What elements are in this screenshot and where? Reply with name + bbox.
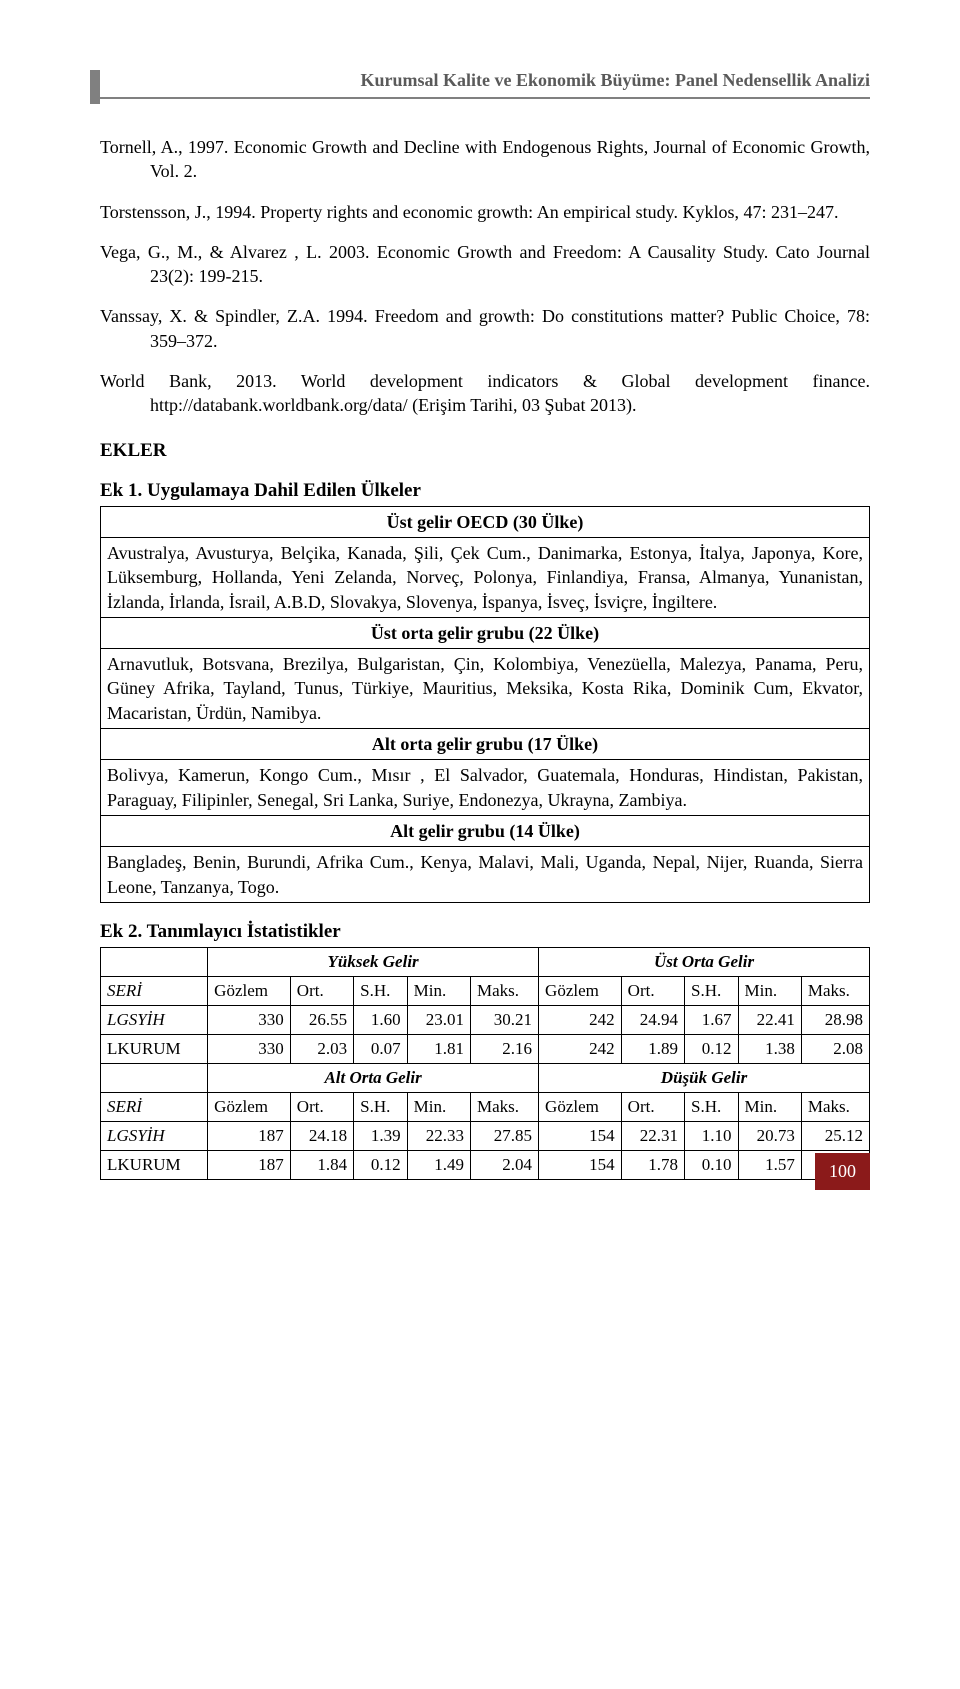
table-cell: 1.39	[354, 1121, 407, 1150]
table-cell: 1.78	[621, 1150, 684, 1179]
col-label: SERİ	[101, 1092, 208, 1121]
table-cell: 20.73	[738, 1121, 801, 1150]
table-cell: 25.12	[801, 1121, 869, 1150]
col-label: S.H.	[685, 1092, 738, 1121]
header-accent-bar	[90, 70, 100, 104]
table-cell: 2.08	[801, 1034, 869, 1063]
table-cell: 242	[539, 1034, 622, 1063]
table-cell: 2.04	[471, 1150, 539, 1179]
table-cell: 1.89	[621, 1034, 684, 1063]
table-cell: 330	[208, 1034, 291, 1063]
col-label: Gözlem	[539, 976, 622, 1005]
reference-item: Torstensson, J., 1994. Property rights a…	[100, 200, 870, 224]
col-label: S.H.	[354, 1092, 407, 1121]
table-cell: 0.12	[685, 1034, 738, 1063]
col-label: Ort.	[290, 1092, 353, 1121]
table-cell: 187	[208, 1121, 291, 1150]
row-label: LKURUM	[101, 1034, 208, 1063]
col-label: Maks.	[801, 1092, 869, 1121]
country-group-body: Avustralya, Avusturya, Belçika, Kanada, …	[101, 537, 870, 617]
reference-item: Vanssay, X. & Spindler, Z.A. 1994. Freed…	[100, 304, 870, 353]
table-cell: 1.10	[685, 1121, 738, 1150]
table-cell: 28.98	[801, 1005, 869, 1034]
country-group-body: Arnavutluk, Botsvana, Brezilya, Bulgaris…	[101, 649, 870, 729]
countries-table: Üst gelir OECD (30 Ülke) Avustralya, Avu…	[100, 506, 870, 903]
table-cell: 1.60	[354, 1005, 407, 1034]
table-cell: 22.41	[738, 1005, 801, 1034]
group-header: Üst Orta Gelir	[539, 947, 870, 976]
row-label: LGSYİH	[101, 1005, 208, 1034]
table-cell: 0.07	[354, 1034, 407, 1063]
group-header: Yüksek Gelir	[208, 947, 539, 976]
country-group-body: Bangladeş, Benin, Burundi, Afrika Cum., …	[101, 847, 870, 903]
row-label: LKURUM	[101, 1150, 208, 1179]
col-label: Min.	[407, 1092, 470, 1121]
ek1-title: Ek 1. Uygulamaya Dahil Edilen Ülkeler	[100, 480, 870, 502]
table-cell: 242	[539, 1005, 622, 1034]
reference-item: Vega, G., M., & Alvarez , L. 2003. Econo…	[100, 240, 870, 289]
table-cell: 26.55	[290, 1005, 353, 1034]
col-label: Gözlem	[208, 976, 291, 1005]
col-label: Maks.	[471, 1092, 539, 1121]
group-header: Düşük Gelir	[539, 1063, 870, 1092]
table-cell: 1.81	[407, 1034, 470, 1063]
col-label: Ort.	[621, 1092, 684, 1121]
col-label: Gözlem	[539, 1092, 622, 1121]
table-cell: 1.38	[738, 1034, 801, 1063]
country-group-head: Alt gelir grubu (14 Ülke)	[101, 815, 870, 846]
col-label: Gözlem	[208, 1092, 291, 1121]
table-cell: 24.94	[621, 1005, 684, 1034]
col-label: S.H.	[685, 976, 738, 1005]
stats-table: Yüksek Gelir Üst Orta Gelir SERİ Gözlem …	[100, 947, 870, 1180]
col-label: SERİ	[101, 976, 208, 1005]
empty-cell	[101, 1063, 208, 1092]
table-cell: 2.03	[290, 1034, 353, 1063]
country-group-head: Üst gelir OECD (30 Ülke)	[101, 506, 870, 537]
table-cell: 154	[539, 1121, 622, 1150]
table-cell: 1.67	[685, 1005, 738, 1034]
table-cell: 187	[208, 1150, 291, 1179]
table-cell: 2.16	[471, 1034, 539, 1063]
table-cell: 154	[539, 1150, 622, 1179]
appendix-heading: EKLER	[100, 440, 870, 462]
group-header: Alt Orta Gelir	[208, 1063, 539, 1092]
table-cell: 23.01	[407, 1005, 470, 1034]
reference-item: World Bank, 2013. World development indi…	[100, 369, 870, 418]
table-cell: 22.31	[621, 1121, 684, 1150]
table-cell: 0.10	[685, 1150, 738, 1179]
row-label: LGSYİH	[101, 1121, 208, 1150]
empty-cell	[101, 947, 208, 976]
table-cell: 1.49	[407, 1150, 470, 1179]
table-cell: 24.18	[290, 1121, 353, 1150]
references-block: Tornell, A., 1997. Economic Growth and D…	[100, 135, 870, 418]
country-group-head: Alt orta gelir grubu (17 Ülke)	[101, 729, 870, 760]
running-header: Kurumsal Kalite ve Ekonomik Büyüme: Pane…	[100, 70, 870, 99]
table-cell: 330	[208, 1005, 291, 1034]
col-label: Min.	[738, 976, 801, 1005]
col-label: Maks.	[471, 976, 539, 1005]
table-cell: 27.85	[471, 1121, 539, 1150]
country-group-body: Bolivya, Kamerun, Kongo Cum., Mısır , El…	[101, 760, 870, 816]
table-cell: 1.84	[290, 1150, 353, 1179]
col-label: Min.	[738, 1092, 801, 1121]
col-label: Min.	[407, 976, 470, 1005]
country-group-head: Üst orta gelir grubu (22 Ülke)	[101, 617, 870, 648]
col-label: Maks.	[801, 976, 869, 1005]
page-number: 100	[815, 1153, 870, 1190]
reference-item: Tornell, A., 1997. Economic Growth and D…	[100, 135, 870, 184]
table-cell: 1.57	[738, 1150, 801, 1179]
table-cell: 22.33	[407, 1121, 470, 1150]
col-label: S.H.	[354, 976, 407, 1005]
ek2-title: Ek 2. Tanımlayıcı İstatistikler	[100, 921, 870, 943]
table-cell: 0.12	[354, 1150, 407, 1179]
col-label: Ort.	[290, 976, 353, 1005]
table-cell: 30.21	[471, 1005, 539, 1034]
col-label: Ort.	[621, 976, 684, 1005]
